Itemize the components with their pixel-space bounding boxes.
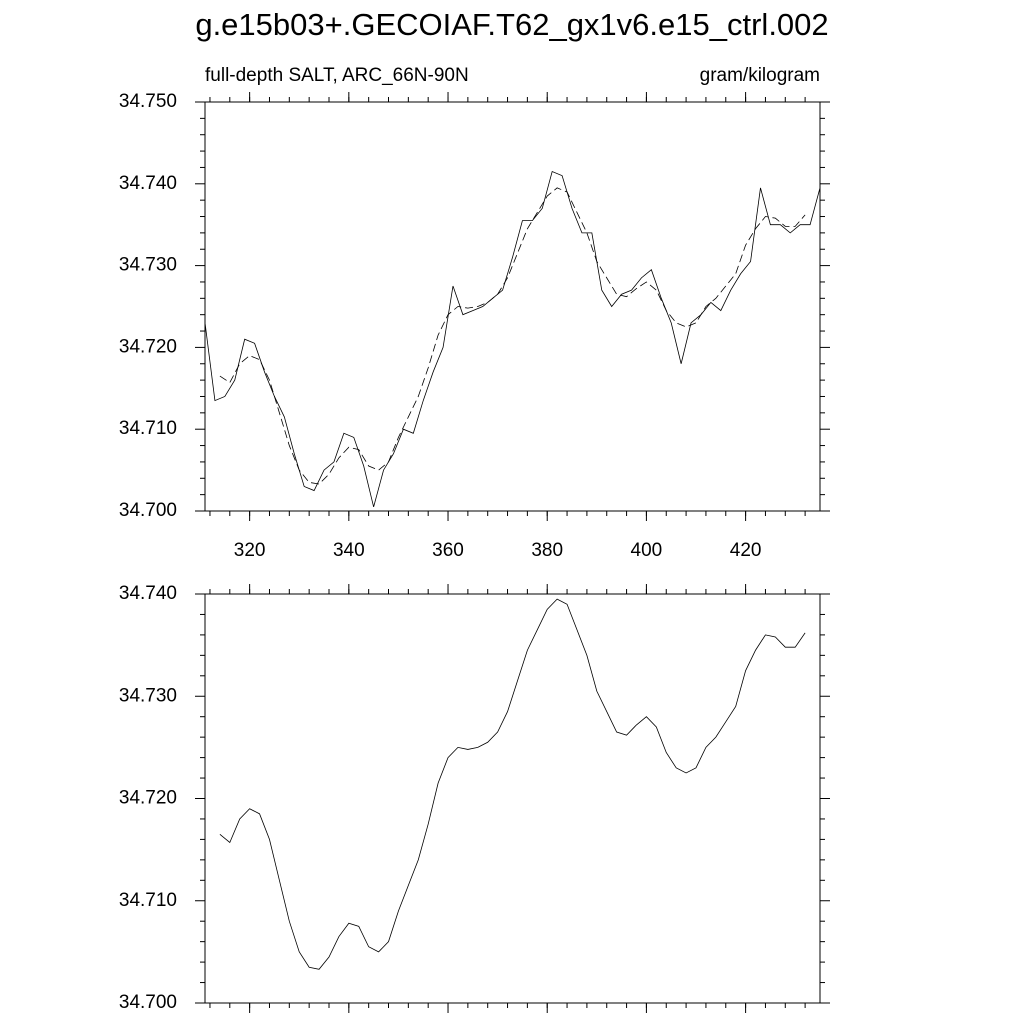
y-tick-label: 34.720: [119, 336, 177, 357]
y-tick-label: 34.740: [119, 173, 177, 194]
x-tick-label: 340: [333, 540, 365, 561]
y-tick-label: 34.710: [119, 890, 177, 911]
y-tick-label: 34.730: [119, 255, 177, 276]
x-tick-label: 420: [730, 540, 762, 561]
x-tick-label: 400: [631, 540, 663, 561]
y-tick-label: 34.750: [119, 91, 177, 112]
subtitle-left: full-depth SALT, ARC_66N-90N: [205, 65, 469, 86]
y-tick-label: 34.720: [119, 788, 177, 809]
title: g.e15b03+.GECOIAF.T62_gx1v6.e15_ctrl.002: [195, 7, 828, 42]
y-tick-label: 34.700: [119, 992, 177, 1013]
x-tick-label: 320: [234, 540, 266, 561]
y-tick-label: 34.700: [119, 500, 177, 521]
plot-frame: [204, 593, 821, 1004]
x-tick-label: 360: [432, 540, 464, 561]
data-line: [219, 598, 806, 970]
plot-frame: [204, 101, 821, 512]
x-tick-label: 380: [531, 540, 563, 561]
data-line: [204, 170, 821, 508]
data-line: [219, 187, 806, 485]
y-tick-label: 34.740: [119, 583, 177, 604]
subtitle-right: gram/kilogram: [700, 65, 820, 86]
y-tick-label: 34.710: [119, 418, 177, 439]
y-tick-label: 34.730: [119, 685, 177, 706]
